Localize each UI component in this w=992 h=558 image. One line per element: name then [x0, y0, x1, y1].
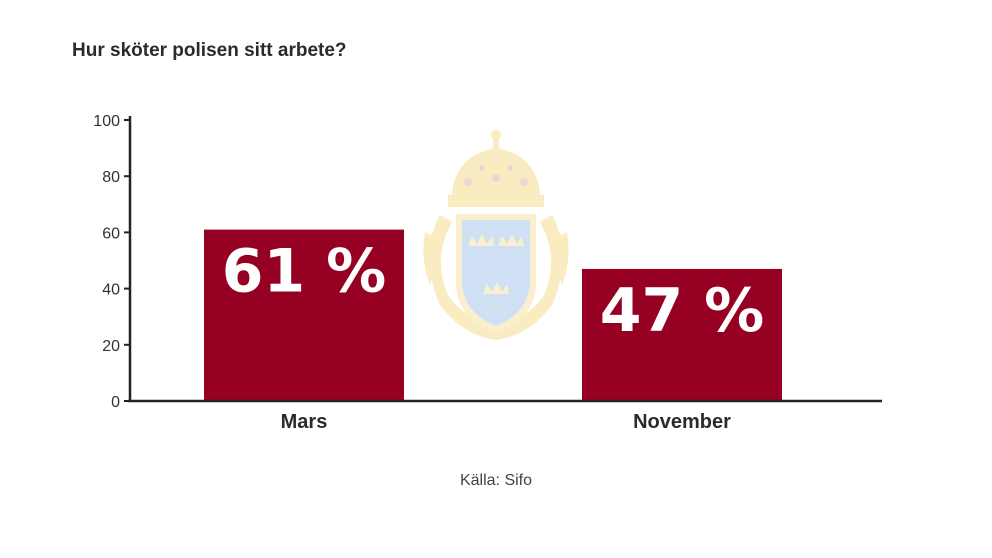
bar-mars: [204, 229, 404, 401]
x-category-label: November: [633, 411, 731, 433]
source-note: Källa: Sifo: [459, 472, 533, 489]
y-tick-label: 100: [93, 113, 120, 130]
bar-november: [582, 268, 782, 401]
police-emblem-watermark-icon: [423, 130, 569, 340]
data-label-november: 47 %: [600, 276, 765, 346]
y-axis: 0 20 40 60 80 100: [93, 113, 132, 411]
y-tick-label: 40: [102, 282, 120, 299]
y-tick-label: 20: [102, 338, 120, 355]
category-labels: Mars November: [281, 411, 731, 433]
data-labels: 61 % 47 %: [222, 237, 765, 346]
y-tick-label: 0: [111, 394, 120, 411]
data-label-mars: 61 %: [222, 237, 387, 307]
x-category-label: Mars: [281, 411, 328, 433]
chart-title: Hur sköter polisen sitt arbete?: [72, 40, 347, 61]
y-tick-label: 80: [102, 169, 120, 186]
y-tick-label: 60: [102, 225, 120, 242]
bars: [204, 229, 782, 401]
